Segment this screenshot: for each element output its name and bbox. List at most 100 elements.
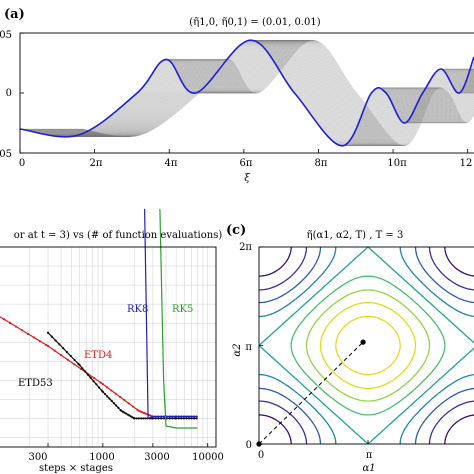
surface-line [78, 40, 474, 146]
data-point-etd53 [117, 406, 120, 409]
data-point-etd53 [154, 417, 157, 420]
data-point-etd53 [65, 351, 69, 354]
data-point-etd53 [168, 417, 171, 420]
panel-a-xtick: 10π [387, 158, 407, 169]
panel-c-letter: (c) [226, 223, 246, 238]
surface-line [71, 40, 474, 146]
surface-line [50, 40, 474, 146]
data-point-etd4 [46, 344, 50, 348]
data-point-etd4 [141, 411, 144, 414]
surface-line [63, 40, 474, 146]
data-point-etd4 [137, 409, 140, 412]
data-point-etd53 [106, 395, 109, 398]
data-point-etd53 [190, 417, 193, 420]
contour-level [335, 315, 401, 376]
panel-c-ytick: π [245, 342, 252, 353]
panel-b-xtick: 300 [28, 452, 47, 463]
panel-a-ytick-mid: 0 [6, 88, 12, 99]
surface-line [67, 40, 474, 146]
data-point-etd4 [131, 405, 135, 408]
data-point-etd53 [95, 383, 98, 386]
data-point-etd53 [144, 417, 147, 420]
data-point-etd53 [193, 417, 196, 420]
surface-line [58, 40, 474, 146]
panel-c-ytick: 2π [239, 242, 252, 253]
panel-b-series [0, 208, 198, 429]
panel-a-ytick-top: 0.05 [0, 30, 12, 41]
panel-c-xtick: 0 [258, 450, 264, 461]
data-point-etd53 [73, 358, 76, 362]
data-point-etd53 [108, 397, 111, 400]
data-point-etd53 [46, 331, 50, 334]
data-point-etd4 [38, 340, 42, 343]
data-point-etd4 [106, 386, 109, 389]
surface-line [76, 40, 474, 146]
surface-line [46, 40, 474, 146]
surface-line [39, 40, 474, 146]
surface-line [40, 40, 474, 146]
surface-line [62, 40, 474, 146]
surface-line [37, 40, 474, 146]
surface-line [42, 40, 474, 146]
panel-a-xtick: 4π [165, 158, 178, 169]
panel-a-xtick: 12 [460, 158, 473, 169]
surface-line [69, 40, 474, 146]
wave-surface [19, 40, 474, 146]
data-point-etd4 [53, 349, 56, 352]
data-point-etd4 [123, 399, 126, 402]
surface-line [73, 40, 474, 146]
data-point-etd53 [115, 404, 118, 407]
contour-level [259, 247, 474, 444]
surface-line [68, 40, 474, 146]
data-point-etd4 [127, 402, 130, 405]
panel-a-title: (η̃1,0, η̃0,1) = (0.01, 0.01) [189, 17, 320, 28]
panel-c-ticks [258, 246, 369, 445]
data-point-etd53 [133, 417, 136, 420]
panel-c-ytick: 0 [246, 440, 252, 451]
panel-a-xtick: 6π [240, 158, 253, 169]
surface-line [47, 40, 474, 146]
data-point-etd53 [195, 417, 198, 420]
data-point-etd53 [81, 367, 84, 370]
data-point-etd53 [187, 417, 191, 420]
surface-line [55, 40, 474, 146]
data-point-etd53 [162, 417, 166, 420]
surface-line [38, 40, 474, 146]
surface-line [31, 40, 474, 146]
panel-b-xtick: 10000 [192, 452, 224, 463]
surface-line [72, 40, 474, 146]
panel-b-axes [0, 246, 217, 448]
panel-b-grid [0, 247, 216, 447]
data-point-etd53 [160, 417, 163, 420]
data-point-etd4 [142, 411, 145, 414]
series-line-rk8 [144, 208, 198, 420]
panel-b-title: or at t = 3) vs (# of function evaluatio… [14, 230, 223, 241]
panel-b-xlabel: steps × stages [39, 463, 113, 474]
data-point-etd53 [50, 335, 53, 338]
surface-line [80, 40, 474, 146]
panel-c-title: η̃(α1, α2, T) , T = 3 [307, 230, 404, 241]
data-point-etd4 [144, 412, 147, 415]
surface-line [57, 40, 474, 146]
target-point [360, 339, 366, 345]
surface-line [44, 40, 474, 146]
surface-line [56, 40, 474, 146]
surface-line [29, 40, 474, 146]
contour-level [259, 247, 474, 444]
panel-a-xtick: 0 [19, 158, 25, 169]
series-label-etd53: ETD53 [18, 378, 53, 389]
surface-line [23, 40, 474, 146]
series-label-rk5: RK5 [172, 304, 193, 315]
surface-line [70, 40, 474, 146]
data-point-etd53 [98, 386, 101, 389]
surface-line [22, 40, 474, 146]
surface-line [30, 40, 474, 146]
contour-set [259, 247, 474, 444]
data-point-etd53 [165, 417, 168, 420]
panel-a: (a) (η̃1,0, η̃0,1) = (0.01, 0.01) 0.05 0… [0, 7, 474, 184]
data-point-etd53 [110, 399, 113, 403]
surface-line [65, 40, 474, 146]
data-point-etd53 [139, 417, 143, 420]
data-point-etd53 [92, 379, 95, 383]
